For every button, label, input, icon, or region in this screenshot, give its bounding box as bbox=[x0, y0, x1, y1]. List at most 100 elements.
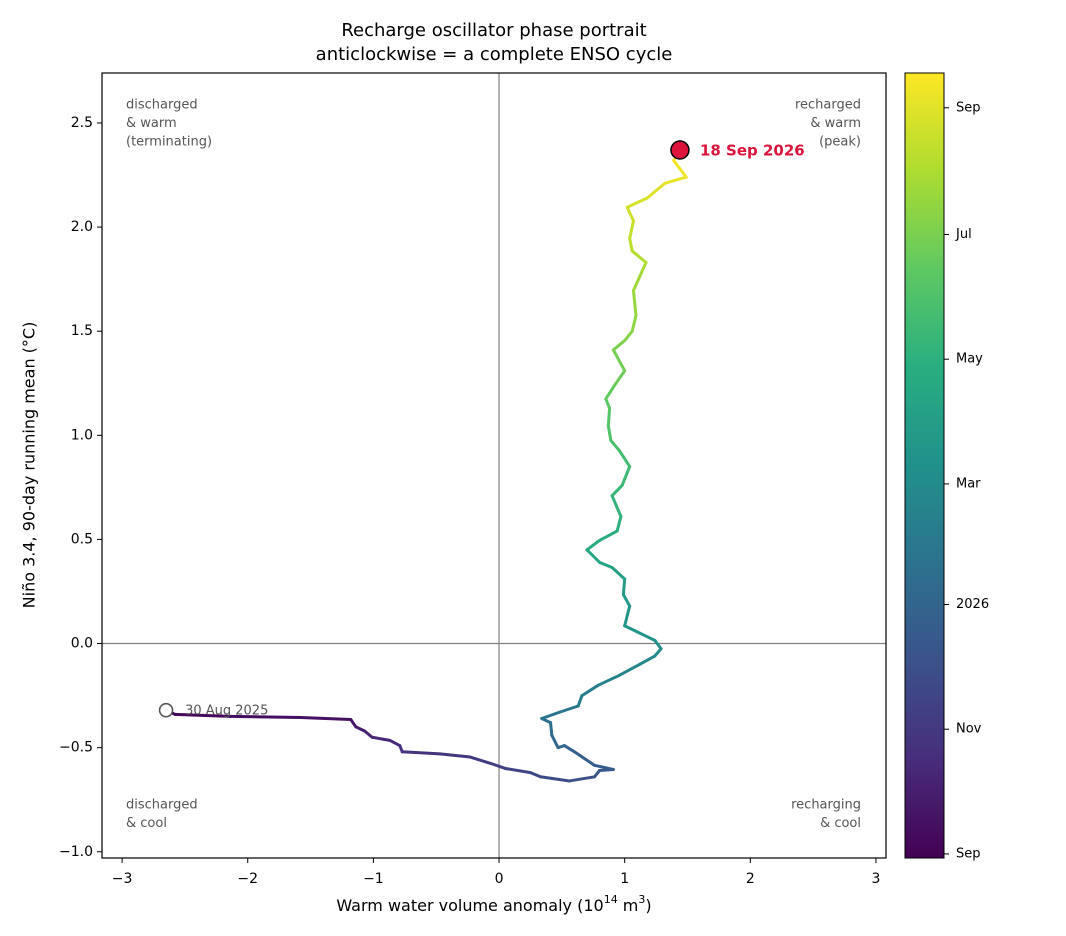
trajectory-segment bbox=[173, 712, 232, 718]
y-tick-label: −0.5 bbox=[59, 740, 93, 756]
colorbar-tick-label: May bbox=[956, 352, 983, 367]
trajectory-segment bbox=[625, 196, 649, 209]
trajectory-segment bbox=[503, 766, 532, 775]
trajectory-segment bbox=[606, 406, 612, 428]
trajectory-segment bbox=[562, 744, 576, 754]
trajectory-segment bbox=[585, 548, 602, 564]
y-tick-label: 2.0 bbox=[71, 219, 93, 235]
trajectory-segment bbox=[550, 733, 560, 750]
trajectory-segment bbox=[613, 369, 627, 387]
trajectory-segment bbox=[611, 339, 627, 352]
trajectory-segment bbox=[610, 483, 624, 498]
trajectory-segment bbox=[388, 738, 402, 748]
x-tick-label: 0 bbox=[495, 871, 504, 887]
y-tick-label: 0.0 bbox=[71, 636, 93, 652]
trajectory-segment bbox=[363, 729, 374, 739]
y-tick-label: 0.5 bbox=[71, 531, 93, 547]
plot-frame bbox=[101, 72, 887, 859]
y-tick-label: −1.0 bbox=[59, 844, 93, 860]
trajectory-segment bbox=[228, 714, 303, 719]
trajectory-segment bbox=[585, 538, 602, 552]
chart-subtitle: anticlockwise = a complete ENSO cycle bbox=[316, 44, 673, 65]
trajectory-segment bbox=[576, 694, 584, 708]
quadrant-label: & warm bbox=[126, 116, 177, 131]
colorbar-tick-label: Sep bbox=[956, 100, 981, 115]
trajectory-segment bbox=[438, 752, 472, 759]
plot-area: 30 Aug 2025 18 Sep 2026 bbox=[102, 73, 886, 858]
x-axis-label-superscript: 3 bbox=[638, 893, 645, 906]
trajectory-segment bbox=[623, 329, 634, 343]
trajectory-segment bbox=[631, 289, 638, 318]
colorbar-tick-label: Nov bbox=[956, 722, 982, 737]
trajectory-segment bbox=[653, 638, 663, 651]
trajectory-segment bbox=[580, 683, 600, 698]
trajectory-segment bbox=[557, 704, 580, 714]
trajectory-segment bbox=[628, 237, 634, 253]
trajectory-segment bbox=[631, 269, 644, 293]
trajectory-segment bbox=[400, 750, 442, 756]
trajectory-segment bbox=[630, 314, 638, 333]
chart-title: Recharge oscillator phase portrait bbox=[341, 20, 646, 41]
trajectory-segment bbox=[567, 775, 597, 783]
trajectory-segment bbox=[598, 529, 619, 542]
x-tick-label: −2 bbox=[237, 871, 258, 887]
trajectory-segment bbox=[663, 175, 688, 185]
x-tick-label: 3 bbox=[871, 871, 880, 887]
trajectory-segment bbox=[354, 725, 367, 733]
trajectory-segment bbox=[623, 624, 657, 642]
start-marker bbox=[158, 702, 174, 718]
quadrant-label: recharged bbox=[795, 98, 861, 113]
trajectory-segment bbox=[638, 654, 657, 666]
colorbar bbox=[904, 72, 945, 859]
trajectory-segment bbox=[604, 383, 617, 401]
quadrant-label: & cool bbox=[126, 816, 167, 831]
trajectory-segment bbox=[623, 604, 632, 628]
trajectory-segment bbox=[598, 560, 614, 570]
trajectory-segment bbox=[630, 249, 648, 264]
colorbar-tick-label: Mar bbox=[956, 476, 981, 491]
quadrant-label: & warm bbox=[810, 116, 861, 131]
trajectory-segment bbox=[611, 348, 627, 373]
end-label: 18 Sep 2026 bbox=[700, 142, 805, 160]
x-axis-label-part: ) bbox=[645, 896, 651, 915]
trajectory-segment bbox=[653, 647, 663, 658]
trajectory-segment bbox=[610, 566, 627, 581]
quadrant-label: (terminating) bbox=[126, 135, 212, 150]
y-axis-label: Niño 3.4, 90-day running mean (°C) bbox=[20, 322, 39, 609]
x-axis-label-part: m bbox=[618, 896, 639, 915]
quadrant-label: discharged bbox=[126, 798, 198, 813]
trajectory-segment bbox=[604, 397, 612, 410]
trajectory-segment bbox=[628, 219, 635, 241]
trajectory-segment bbox=[299, 715, 353, 722]
quadrant-label: discharged bbox=[126, 98, 198, 113]
y-tick-label: 2.5 bbox=[71, 115, 93, 131]
y-tick-label: 1.0 bbox=[71, 427, 93, 443]
trajectory-segment bbox=[616, 662, 642, 678]
x-tick-label: 1 bbox=[620, 871, 629, 887]
trajectory-segment bbox=[610, 494, 623, 519]
trajectory-segment bbox=[593, 763, 615, 772]
trajectory-segment bbox=[615, 515, 623, 533]
trajectory-segment bbox=[606, 424, 613, 443]
colorbar-tick-label: Sep bbox=[956, 846, 981, 861]
trajectory-segment bbox=[572, 750, 597, 767]
quadrant-label: (peak) bbox=[819, 135, 861, 150]
end-marker bbox=[670, 140, 690, 160]
trajectory-segment bbox=[625, 205, 635, 223]
trajectory-segment bbox=[609, 439, 622, 453]
trajectory-segment bbox=[596, 674, 620, 687]
trajectory-segment bbox=[672, 158, 688, 179]
trajectory-segment bbox=[488, 761, 507, 770]
trajectory-segment bbox=[620, 465, 632, 487]
trajectory-segment bbox=[621, 593, 632, 608]
trajectory-segment bbox=[640, 260, 648, 273]
trajectory-segment bbox=[468, 755, 492, 765]
y-tick-label: 1.5 bbox=[71, 323, 93, 339]
x-tick-label: 2 bbox=[746, 871, 755, 887]
trajectory-segment bbox=[370, 735, 392, 742]
quadrant-label: & cool bbox=[820, 816, 861, 831]
colorbar-tick-label: 2026 bbox=[956, 597, 989, 612]
trajectory-segment bbox=[549, 721, 554, 737]
x-tick-label: −3 bbox=[112, 871, 133, 887]
